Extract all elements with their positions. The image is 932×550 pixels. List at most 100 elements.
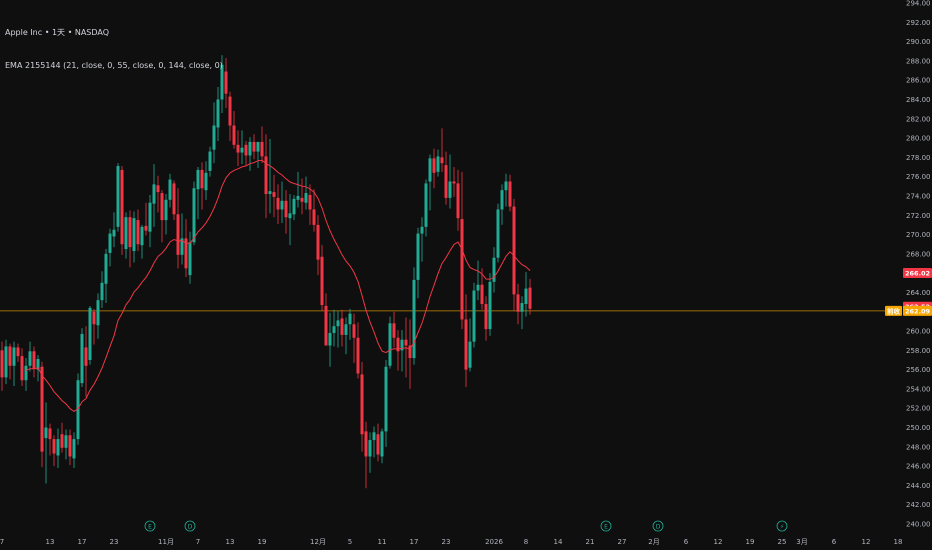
candle <box>328 312 332 367</box>
candle-body <box>268 191 272 195</box>
candle-body <box>492 257 496 282</box>
candle-body <box>12 347 16 366</box>
candle-body <box>188 242 192 276</box>
candle-body <box>164 199 168 221</box>
y-tick-label: 254.00 <box>906 385 931 393</box>
candle <box>500 184 504 225</box>
candle-body <box>420 226 424 234</box>
candle-body <box>412 279 416 359</box>
candle-body <box>508 181 512 207</box>
candle-body <box>128 217 132 248</box>
candle <box>528 278 532 315</box>
candle <box>508 174 512 212</box>
candle <box>440 128 444 172</box>
x-tick-label: 21 <box>586 538 595 546</box>
candle-body <box>524 288 528 305</box>
candle-body <box>476 284 480 291</box>
candle <box>264 134 268 219</box>
candle-body <box>208 151 212 171</box>
candle-body <box>356 337 360 374</box>
candle-body <box>216 99 220 128</box>
candle-body <box>4 346 8 378</box>
candle <box>72 432 76 469</box>
candle <box>116 163 120 232</box>
candle <box>272 174 276 218</box>
candle-body <box>324 305 328 346</box>
candle-body <box>32 351 36 369</box>
lightning-icon-label: ⚡ <box>780 523 784 530</box>
y-tick-label: 248.00 <box>906 443 931 451</box>
candle-body <box>460 219 464 320</box>
candle-body <box>504 181 508 191</box>
candle-body <box>228 96 232 126</box>
candle <box>504 173 508 207</box>
candle-body <box>156 185 160 193</box>
candle-body <box>56 439 60 456</box>
candle-body <box>28 351 32 366</box>
candle-body <box>384 366 388 432</box>
candle-body <box>80 333 84 384</box>
candle-body <box>96 300 100 326</box>
candle-body <box>44 427 48 439</box>
candle <box>428 154 432 211</box>
y-tick-label: 268.00 <box>906 250 931 258</box>
candle <box>232 111 236 149</box>
candle <box>184 219 188 278</box>
candle-body <box>488 281 492 330</box>
candle <box>256 141 260 168</box>
candle <box>412 267 416 365</box>
candle <box>136 209 140 251</box>
candle <box>80 328 84 387</box>
candle-body <box>176 214 180 255</box>
candle-body <box>244 144 248 156</box>
candle-body <box>144 225 148 231</box>
candle <box>68 429 72 466</box>
x-tick-label: 5 <box>348 538 352 546</box>
y-tick-label: 294.00 <box>906 0 931 8</box>
candle-body <box>404 339 408 346</box>
candle <box>284 190 288 234</box>
candle <box>216 86 220 141</box>
candle-body <box>316 224 320 260</box>
candle <box>204 161 208 200</box>
candle-body <box>360 374 364 435</box>
candle-body <box>480 284 484 305</box>
candle-body <box>296 195 300 200</box>
candle <box>208 146 212 177</box>
x-tick-label: 3月 <box>796 538 807 546</box>
x-tick-label: 25 <box>778 538 787 546</box>
candle <box>296 171 300 208</box>
candle <box>92 308 96 345</box>
candle <box>312 189 316 232</box>
candle <box>304 176 308 210</box>
candle <box>120 166 124 255</box>
candle <box>420 217 424 262</box>
candle <box>452 167 456 197</box>
candle <box>408 319 412 389</box>
candle <box>40 361 44 468</box>
candle <box>112 212 116 248</box>
x-tick-label: 8 <box>524 538 528 546</box>
candle <box>476 260 480 301</box>
candle <box>220 55 224 113</box>
candle <box>20 348 24 387</box>
candle-body <box>332 326 336 333</box>
candle-body <box>100 282 104 301</box>
x-tick-label: 2月 <box>648 538 659 546</box>
dividend-icon-label: D <box>188 523 193 530</box>
y-tick-label: 240.00 <box>906 521 931 529</box>
candle-body <box>364 431 368 457</box>
x-tick-label: 13 <box>46 538 55 546</box>
candle <box>336 310 340 348</box>
y-tick-label: 250.00 <box>906 424 931 432</box>
candle-body <box>456 183 460 219</box>
candle <box>56 428 60 469</box>
dividend-icon <box>652 520 664 532</box>
candle <box>352 313 356 363</box>
candle <box>52 435 56 467</box>
candle-body <box>340 318 344 335</box>
x-tick-label: 18 <box>894 538 903 546</box>
candle <box>468 318 472 372</box>
